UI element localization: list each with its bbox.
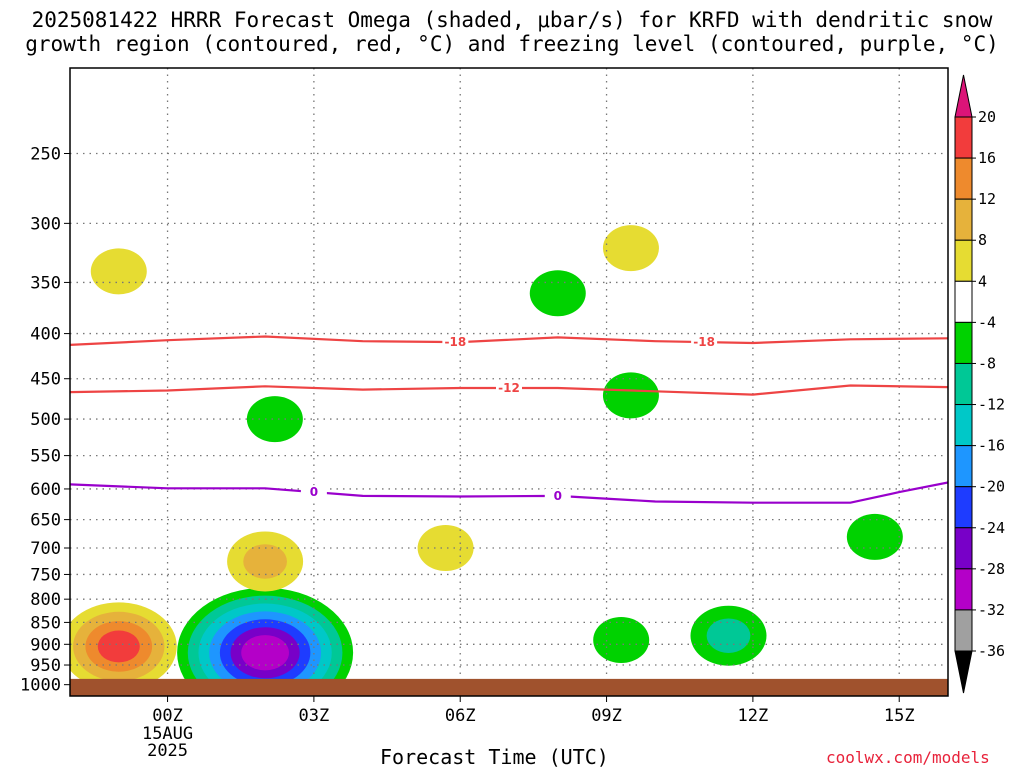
omega-cell-4-0 [246,396,303,443]
omega-cell-3-1 [243,544,287,579]
omega-cell-8-0 [593,617,650,664]
colorbar-label-3: 8 [978,231,987,249]
contour-label-bg-0-0 [300,485,327,500]
colorbar-band-9 [954,486,973,529]
omega-cell-9-1 [706,618,751,653]
contour-label-bg-0-1 [544,488,571,503]
colorbar-band-3 [954,239,973,282]
x-tick-label-3: 09Z [591,706,622,726]
colorbar-label-4: 4 [978,272,987,290]
contour-label-bg--18-1 [691,335,718,350]
colorbar-label-7: -12 [978,396,1005,414]
x-axis-label: Forecast Time (UTC) [380,745,609,769]
y-tick-label-400: 400 [30,325,61,345]
colorbar-under-triangle [954,650,973,694]
terrain-layer [70,678,948,696]
y-tick-label-500: 500 [30,410,61,430]
x-tick-sublabel-0: 15AUG [142,724,193,744]
colorbar-band-12 [954,609,973,652]
colorbar: 20 16 12 8 4 -4 -8 -12 -16 -20 -24 -28 -32 -36 [954,74,1005,694]
colorbar-label-9: -20 [978,478,1005,496]
omega-cell-1-3 [97,630,140,663]
y-axis: 2503003504004505005506006507007508008509… [20,144,70,696]
y-tick-label-250: 250 [30,144,61,164]
y-tick-label-950: 950 [30,656,61,676]
omega-cell-5-0 [529,270,586,317]
x-tick-label-2: 06Z [445,706,476,726]
colorbar-label-8: -16 [978,437,1005,455]
colorbar-band-5 [954,321,973,364]
y-tick-label-800: 800 [30,590,61,610]
x-tick-label-5: 15Z [884,706,915,726]
contour-label-0-1: 0 [554,489,562,503]
colorbar-over-triangle [954,74,973,118]
colorbar-band-7 [954,404,973,447]
x-tick-sublabel-1: 2025 [147,741,188,761]
omega-cell-10-0 [846,513,903,560]
contour-label-0-0: 0 [310,485,318,499]
x-tick-label-4: 12Z [738,706,769,726]
colorbar-band-6 [954,362,973,406]
contour-label-bg--18-0 [442,335,469,350]
colorbar-band-2 [954,198,973,241]
y-tick-label-650: 650 [30,511,61,531]
omega-cell-0-0 [90,248,147,295]
contour-label-bg--12-0 [496,380,522,395]
contour-label--18-1: -18 [693,335,715,349]
contour-line-0 [70,481,948,504]
omega-cell-6-0 [602,225,659,272]
y-tick-label-450: 450 [30,370,61,390]
colorbar-label-2: 12 [978,190,996,208]
chart-title: 2025081422 HRRR Forecast Omega (shaded, … [25,8,999,56]
colorbar-label-5: -4 [978,313,996,331]
colorbar-band-1 [954,157,973,200]
colorbar-label-13: -36 [978,642,1005,660]
x-tick-label-1: 03Z [299,706,330,726]
omega-shading [70,225,903,696]
y-tick-label-900: 900 [30,635,61,655]
grid [70,68,948,696]
x-tick-label-0: 00Z [152,706,183,726]
y-tick-label-550: 550 [30,447,61,467]
colorbar-label-11: -28 [978,560,1005,578]
contour-label--18-0: -18 [445,335,467,349]
y-tick-label-850: 850 [30,613,61,633]
colorbar-band-11 [954,568,973,611]
colorbar-label-10: -24 [978,519,1005,537]
colorbar-label-12: -32 [978,601,1005,619]
y-tick-label-600: 600 [30,480,61,500]
contour-line--18 [70,335,948,346]
terrain-ground [70,678,948,696]
colorbar-band-4 [954,280,973,323]
colorbar-band-0 [954,116,973,159]
colorbar-band-10 [954,527,973,570]
y-tick-label-300: 300 [30,214,61,234]
y-tick-label-1000: 1000 [20,676,61,696]
contour-layer: -18 -18 -12 0 0 [70,335,948,504]
y-tick-label-700: 700 [30,539,61,559]
colorbar-band-8 [954,445,973,488]
credit-link[interactable]: coolwx.com/models [826,748,990,767]
colorbar-label-1: 16 [978,149,996,167]
y-tick-label-350: 350 [30,273,61,293]
colorbar-label-6: -8 [978,354,996,372]
contour-label--12-0: -12 [498,381,520,395]
plot-frame [69,67,949,697]
omega-cell-11-0 [417,525,474,572]
omega-cell-7-0 [602,372,659,419]
y-tick-label-750: 750 [30,565,61,585]
colorbar-label-0: 20 [978,108,996,126]
